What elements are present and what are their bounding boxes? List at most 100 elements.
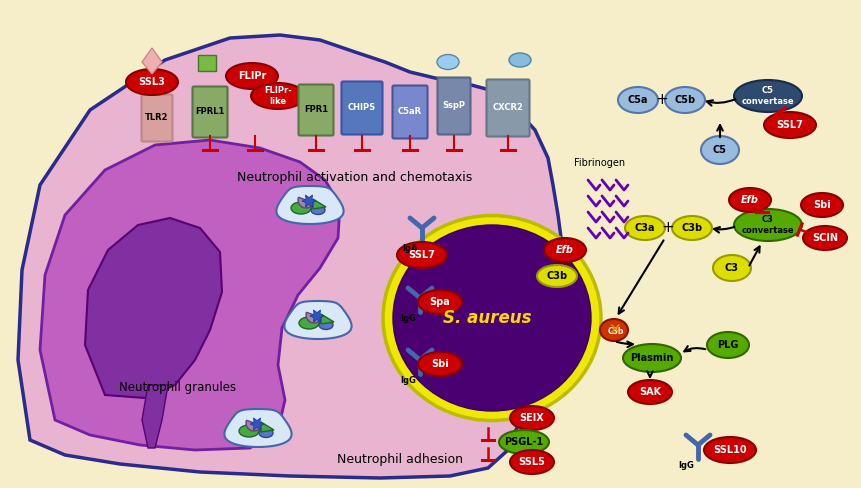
Text: Fibrinogen: Fibrinogen bbox=[573, 158, 625, 168]
Ellipse shape bbox=[319, 321, 332, 329]
Ellipse shape bbox=[397, 242, 447, 268]
Bar bbox=[198, 55, 216, 71]
Polygon shape bbox=[313, 199, 325, 209]
Text: C5aR: C5aR bbox=[398, 107, 422, 117]
Ellipse shape bbox=[703, 437, 755, 463]
FancyBboxPatch shape bbox=[298, 84, 333, 136]
Ellipse shape bbox=[126, 69, 177, 95]
Text: C5b: C5b bbox=[673, 95, 695, 105]
Text: FLIPr-
like: FLIPr- like bbox=[263, 86, 292, 106]
Ellipse shape bbox=[226, 63, 278, 89]
Text: CXCR2: CXCR2 bbox=[492, 103, 523, 113]
Ellipse shape bbox=[800, 193, 842, 217]
Ellipse shape bbox=[251, 83, 305, 109]
Text: Sbi: Sbi bbox=[430, 359, 449, 369]
FancyBboxPatch shape bbox=[341, 81, 382, 135]
Ellipse shape bbox=[706, 332, 748, 358]
Text: IgG: IgG bbox=[400, 314, 416, 323]
Text: TLR2: TLR2 bbox=[146, 114, 169, 122]
Text: SSL7: SSL7 bbox=[776, 120, 802, 130]
Text: IgG: IgG bbox=[400, 376, 416, 385]
Ellipse shape bbox=[599, 319, 628, 341]
Text: PSGL-1: PSGL-1 bbox=[504, 437, 543, 447]
Wedge shape bbox=[306, 312, 321, 323]
Ellipse shape bbox=[628, 380, 672, 404]
Ellipse shape bbox=[437, 55, 458, 69]
Ellipse shape bbox=[418, 290, 461, 314]
Text: C3: C3 bbox=[724, 263, 738, 273]
Text: IgA: IgA bbox=[402, 244, 418, 253]
Text: Neutrophil adhesion: Neutrophil adhesion bbox=[337, 453, 462, 467]
Text: +: + bbox=[655, 93, 667, 107]
Text: C3a: C3a bbox=[634, 223, 654, 233]
Ellipse shape bbox=[728, 188, 770, 212]
Text: S. aureus: S. aureus bbox=[443, 309, 530, 327]
Text: SSL7: SSL7 bbox=[408, 250, 435, 260]
Polygon shape bbox=[310, 310, 324, 322]
Ellipse shape bbox=[508, 53, 530, 67]
Ellipse shape bbox=[624, 216, 664, 240]
Text: C3b: C3b bbox=[546, 271, 567, 281]
Text: FPRL1: FPRL1 bbox=[195, 107, 225, 117]
Ellipse shape bbox=[734, 80, 801, 112]
Ellipse shape bbox=[763, 112, 815, 138]
Ellipse shape bbox=[291, 202, 311, 214]
Ellipse shape bbox=[802, 226, 846, 250]
Text: +: + bbox=[661, 221, 673, 236]
Polygon shape bbox=[85, 218, 222, 398]
Ellipse shape bbox=[499, 430, 548, 454]
Ellipse shape bbox=[510, 450, 554, 474]
Polygon shape bbox=[142, 385, 168, 448]
Polygon shape bbox=[224, 409, 291, 447]
Text: FPR1: FPR1 bbox=[304, 105, 328, 115]
Ellipse shape bbox=[382, 216, 600, 421]
Polygon shape bbox=[320, 314, 333, 324]
Ellipse shape bbox=[311, 205, 325, 215]
Polygon shape bbox=[142, 48, 162, 74]
Text: SCIN: SCIN bbox=[811, 233, 837, 243]
Text: SspP: SspP bbox=[442, 102, 465, 110]
Text: C5: C5 bbox=[712, 145, 726, 155]
Text: PLG: PLG bbox=[716, 340, 738, 350]
Text: SAK: SAK bbox=[638, 387, 660, 397]
Polygon shape bbox=[284, 301, 351, 339]
Ellipse shape bbox=[712, 255, 750, 281]
FancyBboxPatch shape bbox=[392, 85, 427, 139]
Ellipse shape bbox=[393, 225, 591, 411]
Polygon shape bbox=[250, 418, 263, 430]
Ellipse shape bbox=[299, 317, 319, 329]
Ellipse shape bbox=[238, 425, 258, 437]
Ellipse shape bbox=[700, 136, 738, 164]
Text: Neutrophil granules: Neutrophil granules bbox=[120, 382, 236, 394]
Text: C3b: C3b bbox=[681, 223, 702, 233]
Polygon shape bbox=[276, 186, 344, 224]
Ellipse shape bbox=[536, 265, 576, 287]
Polygon shape bbox=[40, 140, 339, 450]
Text: C3b: C3b bbox=[607, 327, 623, 337]
FancyBboxPatch shape bbox=[437, 78, 470, 135]
FancyBboxPatch shape bbox=[486, 80, 529, 137]
Wedge shape bbox=[245, 420, 261, 431]
Text: ✕: ✕ bbox=[607, 323, 620, 338]
Text: Efb: Efb bbox=[740, 195, 758, 205]
Text: Neutrophil activation and chemotaxis: Neutrophil activation and chemotaxis bbox=[237, 171, 472, 184]
Text: SSL3: SSL3 bbox=[139, 77, 165, 87]
Text: IgG: IgG bbox=[678, 461, 693, 470]
Text: C5
convertase: C5 convertase bbox=[740, 86, 793, 106]
Ellipse shape bbox=[510, 406, 554, 430]
Ellipse shape bbox=[258, 428, 273, 438]
Polygon shape bbox=[261, 422, 274, 432]
Ellipse shape bbox=[672, 216, 711, 240]
Polygon shape bbox=[301, 195, 316, 207]
Ellipse shape bbox=[418, 352, 461, 376]
Ellipse shape bbox=[664, 87, 704, 113]
Text: Sbi: Sbi bbox=[812, 200, 830, 210]
Ellipse shape bbox=[734, 209, 801, 241]
Text: Efb: Efb bbox=[555, 245, 573, 255]
Text: C5a: C5a bbox=[627, 95, 647, 105]
FancyBboxPatch shape bbox=[141, 95, 172, 142]
Wedge shape bbox=[298, 197, 313, 208]
Ellipse shape bbox=[543, 238, 585, 262]
FancyBboxPatch shape bbox=[192, 86, 227, 138]
Text: Plasmin: Plasmin bbox=[629, 353, 673, 363]
